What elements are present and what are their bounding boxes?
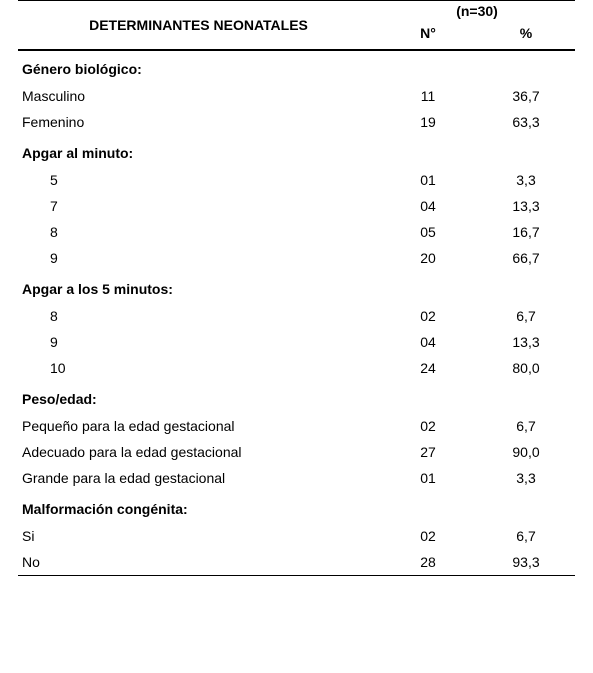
row-pct: 36,7 xyxy=(477,83,575,109)
row-label: Masculino xyxy=(18,83,379,109)
section-header: Malformación congénita: xyxy=(18,491,575,523)
table-row: 102480,0 xyxy=(18,355,575,381)
row-label: 5 xyxy=(18,167,379,193)
row-n: 27 xyxy=(379,439,477,465)
table-row: Si026,7 xyxy=(18,523,575,549)
table-row: Adecuado para la edad gestacional2790,0 xyxy=(18,439,575,465)
row-pct: 13,3 xyxy=(477,193,575,219)
row-n: 04 xyxy=(379,193,477,219)
row-pct: 6,7 xyxy=(477,413,575,439)
row-label: Grande para la edad gestacional xyxy=(18,465,379,491)
row-pct: 13,3 xyxy=(477,329,575,355)
table-row: 8026,7 xyxy=(18,303,575,329)
table-row: Femenino1963,3 xyxy=(18,109,575,135)
row-pct: 66,7 xyxy=(477,245,575,271)
row-label: Adecuado para la edad gestacional xyxy=(18,439,379,465)
row-n: 01 xyxy=(379,167,477,193)
section-header: Apgar a los 5 minutos: xyxy=(18,271,575,303)
row-n: 24 xyxy=(379,355,477,381)
table-row: Grande para la edad gestacional013,3 xyxy=(18,465,575,491)
row-pct: 3,3 xyxy=(477,167,575,193)
row-n: 02 xyxy=(379,413,477,439)
row-n: 19 xyxy=(379,109,477,135)
row-n: 02 xyxy=(379,303,477,329)
table-row: 90413,3 xyxy=(18,329,575,355)
row-pct: 6,7 xyxy=(477,523,575,549)
table-title: DETERMINANTES NEONATALES xyxy=(18,1,379,48)
table-row: 92066,7 xyxy=(18,245,575,271)
row-label: 7 xyxy=(18,193,379,219)
row-label: No xyxy=(18,549,379,576)
table-row: 70413,3 xyxy=(18,193,575,219)
row-n: 11 xyxy=(379,83,477,109)
row-n: 04 xyxy=(379,329,477,355)
table-row: 80516,7 xyxy=(18,219,575,245)
sample-size-label: (n=30) xyxy=(379,1,575,20)
section-header: Peso/edad: xyxy=(18,381,575,413)
row-label: 8 xyxy=(18,219,379,245)
row-n: 20 xyxy=(379,245,477,271)
table-body: Género biológico:Masculino1136,7Femenino… xyxy=(18,50,575,576)
row-n: 05 xyxy=(379,219,477,245)
row-pct: 63,3 xyxy=(477,109,575,135)
row-pct: 80,0 xyxy=(477,355,575,381)
row-label: 9 xyxy=(18,329,379,355)
table-row: 5013,3 xyxy=(18,167,575,193)
table-row: Pequeño para la edad gestacional026,7 xyxy=(18,413,575,439)
row-label: 10 xyxy=(18,355,379,381)
row-pct: 93,3 xyxy=(477,549,575,576)
row-label: Femenino xyxy=(18,109,379,135)
table-container: DETERMINANTES NEONATALES (n=30) N° % Gén… xyxy=(0,0,593,576)
row-n: 02 xyxy=(379,523,477,549)
section-header: Género biológico: xyxy=(18,50,575,83)
row-label: 8 xyxy=(18,303,379,329)
table-row: Masculino1136,7 xyxy=(18,83,575,109)
row-label: 9 xyxy=(18,245,379,271)
row-pct: 16,7 xyxy=(477,219,575,245)
column-header-pct: % xyxy=(477,19,575,47)
row-n: 01 xyxy=(379,465,477,491)
neonatal-determinants-table: DETERMINANTES NEONATALES (n=30) N° % Gén… xyxy=(18,0,575,576)
row-pct: 3,3 xyxy=(477,465,575,491)
row-label: Pequeño para la edad gestacional xyxy=(18,413,379,439)
section-header: Apgar al minuto: xyxy=(18,135,575,167)
table-row: No2893,3 xyxy=(18,549,575,576)
row-pct: 6,7 xyxy=(477,303,575,329)
row-n: 28 xyxy=(379,549,477,576)
column-header-n: N° xyxy=(379,19,477,47)
row-label: Si xyxy=(18,523,379,549)
row-pct: 90,0 xyxy=(477,439,575,465)
